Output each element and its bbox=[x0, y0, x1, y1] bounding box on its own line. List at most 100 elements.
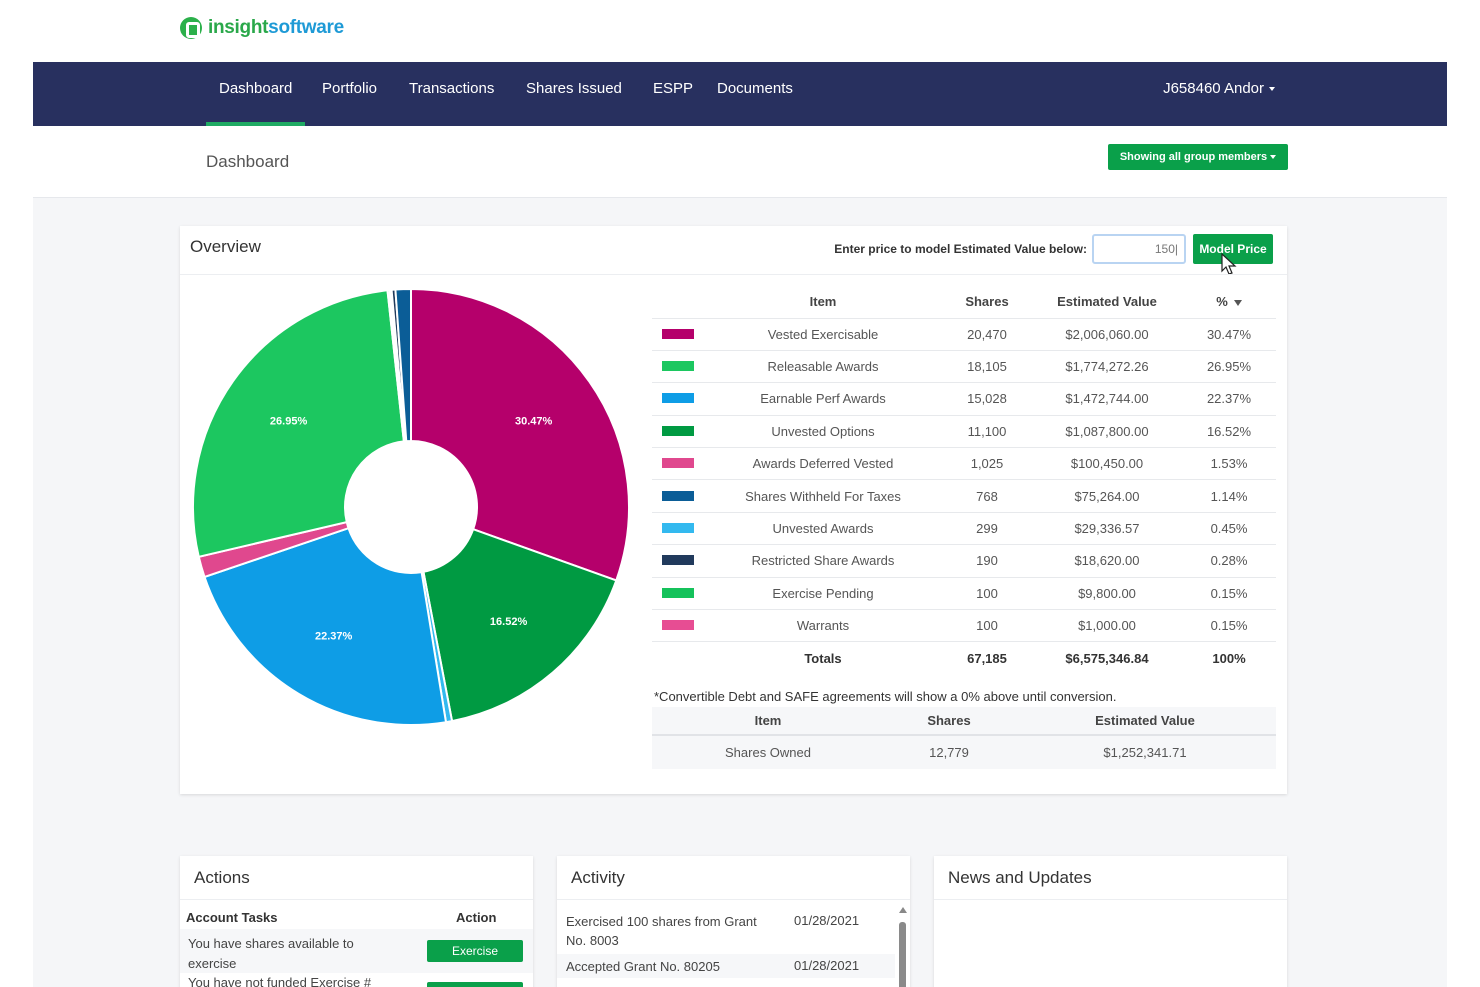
model-price-label: Enter price to model Estimated Value bel… bbox=[834, 242, 1087, 256]
cell-value: $1,774,272.26 bbox=[1032, 349, 1182, 383]
shares-owned-table: Item Shares Estimated Value Shares Owned… bbox=[652, 707, 1276, 769]
list-row-background bbox=[557, 954, 895, 978]
task-text: You have not funded Exercise # bbox=[188, 975, 372, 987]
pie-slice-shares-withheld-for-taxes[interactable] bbox=[394, 287, 412, 443]
pie-slice-releasable-awards[interactable] bbox=[192, 289, 405, 558]
cell-shares: 190 bbox=[942, 544, 1032, 578]
actions-card: Actions Account Tasks Action You have sh… bbox=[180, 856, 533, 987]
cell-value: $75,264.00 bbox=[1032, 479, 1182, 513]
cell-item: Releasable Awards bbox=[704, 349, 942, 383]
cell-value: $1,000.00 bbox=[1032, 609, 1182, 642]
cell-pct: 0.45% bbox=[1182, 511, 1276, 545]
legend-swatch bbox=[662, 328, 694, 339]
activity-item: Exercised 100 shares from Grant No. 8003 bbox=[566, 914, 757, 948]
pie-slice-earnable-perf-awards[interactable] bbox=[203, 526, 448, 726]
legend-swatch-cell bbox=[652, 544, 704, 578]
logo-text: insightsoftware bbox=[208, 17, 344, 38]
logo[interactable]: insightsoftware bbox=[180, 17, 344, 39]
cell-value: $18,620.00 bbox=[1032, 544, 1182, 578]
cell-pct: 30.47% bbox=[1182, 317, 1276, 351]
cell-item: Vested Exercisable bbox=[704, 317, 942, 351]
pie-data-label: 30.47% bbox=[515, 416, 553, 428]
legend-swatch bbox=[662, 393, 694, 404]
page-title: Dashboard bbox=[206, 152, 290, 171]
nav-portfolio[interactable]: Portfolio bbox=[322, 80, 378, 97]
table-row: Restricted Share Awards 190 $18,620.00 0.28… bbox=[652, 544, 1276, 578]
owned-item: Shares Owned bbox=[725, 745, 811, 760]
owned-col-item: Item bbox=[652, 707, 884, 736]
cell-value: $29,336.57 bbox=[1032, 511, 1182, 545]
legend-swatch bbox=[662, 361, 694, 372]
pie-slice-unvested-options[interactable] bbox=[422, 527, 618, 723]
activity-scrollbar[interactable] bbox=[896, 904, 908, 987]
cell-pct: 0.28% bbox=[1182, 544, 1276, 578]
group-members-dropdown[interactable]: Showing all group members bbox=[1108, 144, 1288, 170]
legend-swatch-cell bbox=[652, 576, 704, 610]
cell-item: Shares Withheld For Taxes bbox=[704, 479, 942, 513]
task-action-button[interactable] bbox=[427, 982, 523, 987]
user-name: J658460 Andor bbox=[1163, 80, 1264, 97]
actions-title: Actions bbox=[194, 868, 250, 887]
activity-date: 01/28/2021 bbox=[794, 913, 860, 928]
chevron-down-icon bbox=[1270, 155, 1277, 160]
col-percent[interactable]: % bbox=[1182, 286, 1276, 318]
cell-item: Restricted Share Awards bbox=[704, 544, 942, 578]
table-row: Shares Withheld For Taxes 768 $75,264.00 1.… bbox=[652, 479, 1276, 513]
logo-bar: insightsoftware bbox=[33, 0, 1447, 62]
model-price-input[interactable] bbox=[1092, 234, 1186, 264]
cell-shares: 1,025 bbox=[942, 447, 1032, 480]
action-header: Action bbox=[456, 910, 497, 925]
col-estimated-value[interactable]: Estimated Value bbox=[1057, 294, 1157, 310]
table-row: Shares Owned 12,779 $1,252,341.71 bbox=[652, 735, 1276, 769]
table-row: Exercise Pending 100 $9,800.00 0.15% bbox=[652, 576, 1276, 610]
cell-pct: 26.95% bbox=[1182, 349, 1276, 383]
insightsoftware-logo-icon bbox=[180, 17, 202, 39]
cell-value: $2,006,060.00 bbox=[1032, 317, 1182, 351]
model-price-button[interactable]: Model Price bbox=[1193, 234, 1273, 264]
nav-transactions[interactable]: Transactions bbox=[409, 80, 495, 97]
cell-value: $1,472,744.00 bbox=[1032, 382, 1182, 416]
cell-item: Warrants bbox=[704, 609, 942, 642]
news-card: News and Updates bbox=[934, 856, 1287, 987]
legend-swatch-cell bbox=[652, 349, 704, 383]
col-shares[interactable]: Shares bbox=[965, 294, 1009, 310]
activity-date: 01/28/2021 bbox=[794, 958, 860, 973]
col-item[interactable]: Item bbox=[809, 294, 837, 310]
legend-swatch-cell bbox=[652, 382, 704, 416]
page-header: Dashboard Showing all group members bbox=[33, 126, 1447, 198]
exercise-button[interactable]: Exercise bbox=[427, 940, 523, 962]
table-row: Warrants 100 $1,000.00 0.15% bbox=[652, 609, 1276, 642]
cell-shares: 18,105 bbox=[942, 349, 1032, 383]
cell-pct: 22.37% bbox=[1182, 382, 1276, 416]
legend-swatch-cell bbox=[652, 447, 704, 480]
overview-card: Overview Enter price to model Estimated … bbox=[180, 226, 1287, 794]
totals-shares: 67,185 bbox=[942, 641, 1032, 675]
totals-row: Totals 67,185 $6,575,346.84 100% bbox=[652, 641, 1276, 675]
cell-value: $100,450.00 bbox=[1032, 447, 1182, 480]
activity-card: Activity Exercised 100 shares from Grant… bbox=[557, 856, 910, 987]
user-menu[interactable]: J658460 Andor bbox=[1163, 62, 1275, 126]
cell-item: Earnable Perf Awards bbox=[704, 382, 942, 416]
pie-data-label: 26.95% bbox=[270, 415, 308, 427]
legend-swatch bbox=[662, 458, 694, 469]
nav-shares-issued[interactable]: Shares Issued bbox=[526, 80, 622, 97]
legend-swatch bbox=[662, 587, 694, 598]
scroll-thumb[interactable] bbox=[899, 922, 906, 987]
divider bbox=[934, 899, 1287, 900]
nav-dashboard[interactable]: Dashboard bbox=[205, 62, 306, 126]
scroll-up-arrow-icon[interactable] bbox=[899, 907, 907, 913]
cell-item: Exercise Pending bbox=[704, 576, 942, 610]
legend-swatch bbox=[662, 620, 694, 631]
nav-espp[interactable]: ESPP bbox=[653, 80, 694, 97]
cell-value: $9,800.00 bbox=[1032, 576, 1182, 610]
legend-swatch bbox=[662, 425, 694, 436]
group-members-label: Showing all group members bbox=[1119, 151, 1268, 163]
legend-swatch-cell bbox=[652, 317, 704, 351]
totals-pct: 100% bbox=[1182, 641, 1276, 675]
pie-slice-vested-exercisable[interactable] bbox=[410, 287, 630, 582]
cell-shares: 768 bbox=[942, 479, 1032, 513]
nav-documents[interactable]: Documents bbox=[717, 80, 793, 97]
mouse-pointer-icon bbox=[1221, 253, 1237, 275]
table-row: Earnable Perf Awards 15,028 $1,472,744.00 2… bbox=[652, 382, 1276, 416]
account-tasks-header: Account Tasks bbox=[186, 910, 278, 925]
